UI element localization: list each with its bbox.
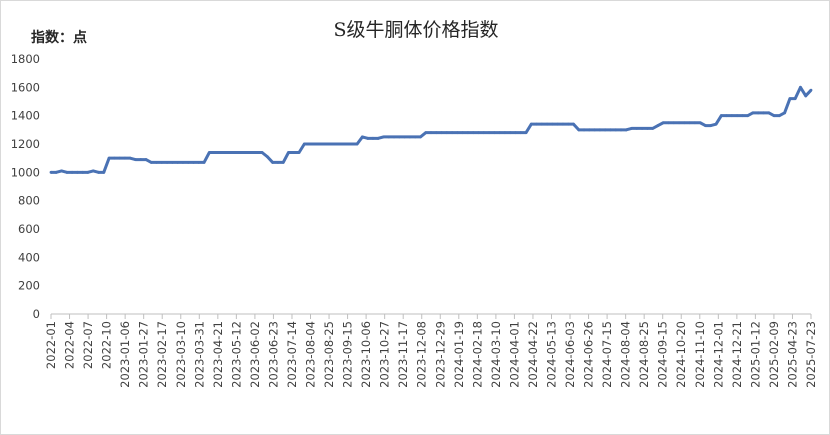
x-tick-label: 2024-08-25 — [637, 321, 651, 388]
x-tick-label: 2024-04-01 — [507, 321, 521, 388]
x-tick-label: 2022-10 — [100, 321, 114, 369]
x-tick-label: 2024-11-10 — [693, 321, 707, 388]
x-tick-label: 2025-04-23 — [785, 321, 799, 388]
data-points — [49, 85, 813, 174]
y-tick-label: 400 — [18, 250, 40, 264]
y-tick-label: 1000 — [11, 165, 40, 179]
x-tick-label: 2024-10-20 — [674, 321, 688, 388]
y-tick-label: 800 — [18, 194, 40, 208]
x-tick-label: 2023-06-23 — [266, 321, 280, 388]
y-axis-unit-label: 指数：点 — [31, 30, 87, 46]
y-tick-label: 1200 — [11, 137, 40, 151]
y-tick-label: 1600 — [11, 80, 40, 94]
x-tick-label: 2025-07-23 — [804, 321, 818, 388]
x-tick-label: 2023-11-17 — [396, 321, 410, 388]
x-tick-label: 2025-02-09 — [767, 321, 781, 388]
x-tick-label: 2023-12-08 — [415, 321, 429, 388]
x-tick-label: 2024-06-03 — [563, 321, 577, 388]
x-tick-label: 2023-03-31 — [192, 321, 206, 388]
x-tick-label: 2024-01-19 — [452, 321, 466, 388]
y-tick-label: 1400 — [11, 109, 40, 123]
chart-title: S级牛胴体价格指数 — [333, 19, 499, 41]
x-tick-label: 2023-04-21 — [211, 321, 225, 388]
x-tick-label: 2023-02-17 — [155, 321, 169, 388]
series-line — [51, 85, 813, 174]
x-tick-label: 2023-08-25 — [322, 321, 336, 388]
x-tick-label: 2024-09-15 — [656, 321, 670, 388]
y-tick-label: 0 — [33, 307, 40, 321]
y-tick-label: 1800 — [11, 52, 40, 66]
x-tick-label: 2023-12-29 — [433, 321, 447, 388]
x-tick-label: 2022-07 — [81, 321, 95, 369]
x-tick-label: 2022-04 — [63, 321, 77, 369]
x-tick-label: 2024-02-18 — [470, 321, 484, 388]
x-tick-label: 2023-07-14 — [285, 321, 299, 388]
x-tick-label: 2024-03-10 — [489, 321, 503, 388]
x-tick-label: 2023-10-06 — [359, 321, 373, 388]
x-tick-label: 2023-01-06 — [118, 321, 132, 388]
x-tick-label: 2023-03-10 — [174, 321, 188, 388]
x-tick-label: 2022-01 — [44, 321, 58, 369]
x-tick-label: 2024-06-26 — [582, 321, 596, 388]
x-tick-label: 2024-05-13 — [544, 321, 558, 388]
x-tick-label: 2024-07-15 — [600, 321, 614, 388]
y-tick-labels: 0 200 400 600 800 1000 1200 1400 1600 1800 — [11, 52, 40, 321]
x-tick-label: 2024-12-21 — [730, 321, 744, 388]
x-tick-label: 2023-10-27 — [378, 321, 392, 388]
x-tick-label: 2023-08-04 — [304, 321, 318, 388]
x-tick-label: 2023-05-12 — [229, 321, 243, 388]
x-tick-label: 2023-09-15 — [341, 321, 355, 388]
x-tick-label: 2023-06-02 — [248, 321, 262, 388]
x-tick-label: 2025-01-12 — [748, 321, 762, 388]
y-tick-label: 600 — [18, 222, 40, 236]
x-tick-labels: 2022-01 2022-04 2022-07 2022-10 2023-01-06 20… — [44, 314, 818, 388]
x-tick-label: 2023-01-27 — [137, 321, 151, 388]
y-tick-label: 200 — [18, 279, 40, 293]
x-tick-label: 2024-12-01 — [711, 321, 725, 388]
x-tick-label: 2024-08-04 — [619, 321, 633, 388]
x-tick-label: 2024-04-22 — [526, 321, 540, 388]
